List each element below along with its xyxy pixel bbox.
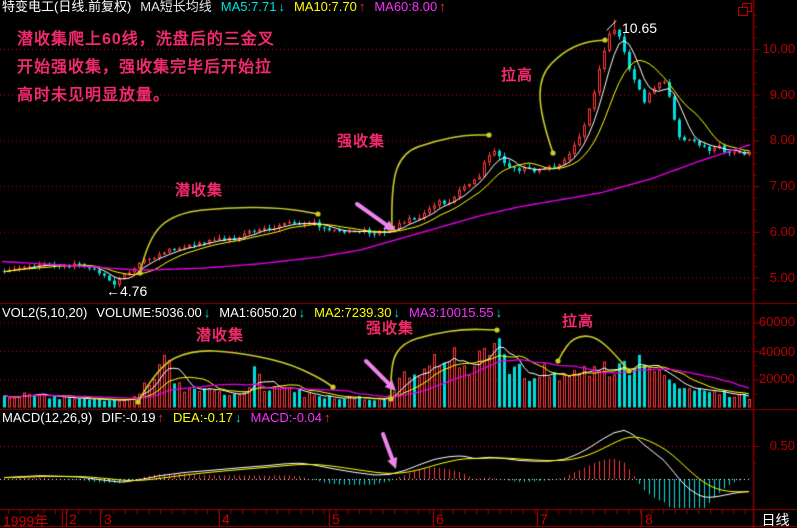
- dif-value: DIF:-0.19: [101, 410, 156, 425]
- vol-ma3-value: MA3:10015.55: [408, 305, 494, 320]
- stock-title: 特变电工(日线.前复权): [2, 0, 132, 14]
- volume-down-arrow-icon: ↓: [203, 305, 211, 320]
- analysis-note-line3: 高时未见明显放量。: [17, 87, 171, 104]
- ma60-value: MA60:8.00: [374, 0, 438, 14]
- annotation-qianshouji-volume: 潜收集: [196, 327, 245, 344]
- macd-axis-label: 0.50: [769, 438, 795, 453]
- year-label: 1999年: [3, 513, 49, 528]
- price-axis-label: 7.00: [769, 178, 795, 193]
- analysis-note: 潜收集爬上60线，洗盘后的三金叉 开始强收集，强收集完毕后开始拉 高时未见明显放…: [17, 26, 275, 110]
- low-price-label: ←4.76: [106, 283, 148, 299]
- price-axis-label: 6.00: [769, 224, 795, 239]
- month-label-8: 8: [645, 511, 653, 527]
- restore-window-icon[interactable]: [738, 3, 753, 18]
- volume-axis-label: 20000: [758, 371, 795, 386]
- peak-price-label: 10.65: [622, 20, 658, 36]
- month-label-6: 6: [436, 511, 444, 527]
- annotation-qianshouji-main: 潜收集: [175, 182, 224, 199]
- ma10-value: MA10:7.70: [293, 0, 357, 14]
- vol-indicator-name: VOL2(5,10,20): [2, 305, 88, 320]
- annotation-lagao-volume: 拉高: [562, 313, 595, 330]
- month-label-4: 4: [222, 511, 230, 527]
- main-chart-header: 特变电工(日线.前复权) MA短长均线 MA5:7.71 ↓ MA10:7.70 ↑…: [2, 0, 446, 14]
- annotation-qiangshouji-volume: 强收集: [366, 320, 415, 337]
- volume-panel-header: VOL2(5,10,20) VOLUME:5036.00 ↓ MA1:6050.2…: [2, 306, 502, 320]
- price-axis-label: 9.00: [769, 87, 795, 102]
- macd-value: MACD:-0.04: [250, 410, 323, 425]
- annotation-qiangshouji-main: 强收集: [337, 133, 386, 150]
- restore-front-square: [738, 7, 748, 16]
- macd-panel-header: MACD(12,26,9) DIF:-0.19 ↑ DEA:-0.17 ↓ MACD…: [2, 411, 331, 425]
- dea-down-arrow-icon: ↓: [234, 410, 242, 425]
- macd-up-arrow-icon: ↑: [324, 410, 331, 425]
- ma-indicator-name: MA短长均线: [140, 0, 212, 14]
- month-label-3: 3: [104, 511, 112, 527]
- ma60-up-arrow-icon: ↑: [439, 0, 446, 14]
- analysis-note-line1: 潜收集爬上60线，洗盘后的三金叉: [17, 31, 275, 48]
- vol-ma1-down-arrow-icon: ↓: [298, 305, 306, 320]
- volume-axis-label: 40000: [758, 344, 795, 359]
- annotation-lagao-main: 拉高: [501, 67, 534, 84]
- price-axis-label: 10.00: [762, 41, 795, 56]
- ma10-up-arrow-icon: ↑: [358, 0, 366, 14]
- ma5-down-arrow-icon: ↓: [278, 0, 285, 14]
- macd-indicator-name: MACD(12,26,9): [2, 410, 93, 425]
- vol-ma2-down-arrow-icon: ↓: [393, 305, 400, 320]
- dea-value: DEA:-0.17: [173, 410, 233, 425]
- dif-up-arrow-icon: ↑: [157, 410, 165, 425]
- analysis-note-line2: 开始强收集，强收集完毕后开始拉: [17, 59, 273, 76]
- vol-ma3-down-arrow-icon: ↓: [495, 305, 503, 320]
- month-label-7: 7: [540, 511, 548, 527]
- ma5-value: MA5:7.71: [220, 0, 277, 14]
- month-label-2: 2: [69, 511, 77, 527]
- volume-axis-label: 60000: [758, 314, 795, 329]
- vol-ma1-value: MA1:6050.20: [219, 305, 297, 320]
- volume-value: VOLUME:5036.00: [96, 305, 202, 320]
- vol-ma2-value: MA2:7239.30: [314, 305, 392, 320]
- price-axis-label: 8.00: [769, 132, 795, 147]
- price-axis-label: 5.00: [769, 270, 795, 285]
- month-label-5: 5: [332, 511, 340, 527]
- period-selector[interactable]: 日线: [761, 512, 790, 528]
